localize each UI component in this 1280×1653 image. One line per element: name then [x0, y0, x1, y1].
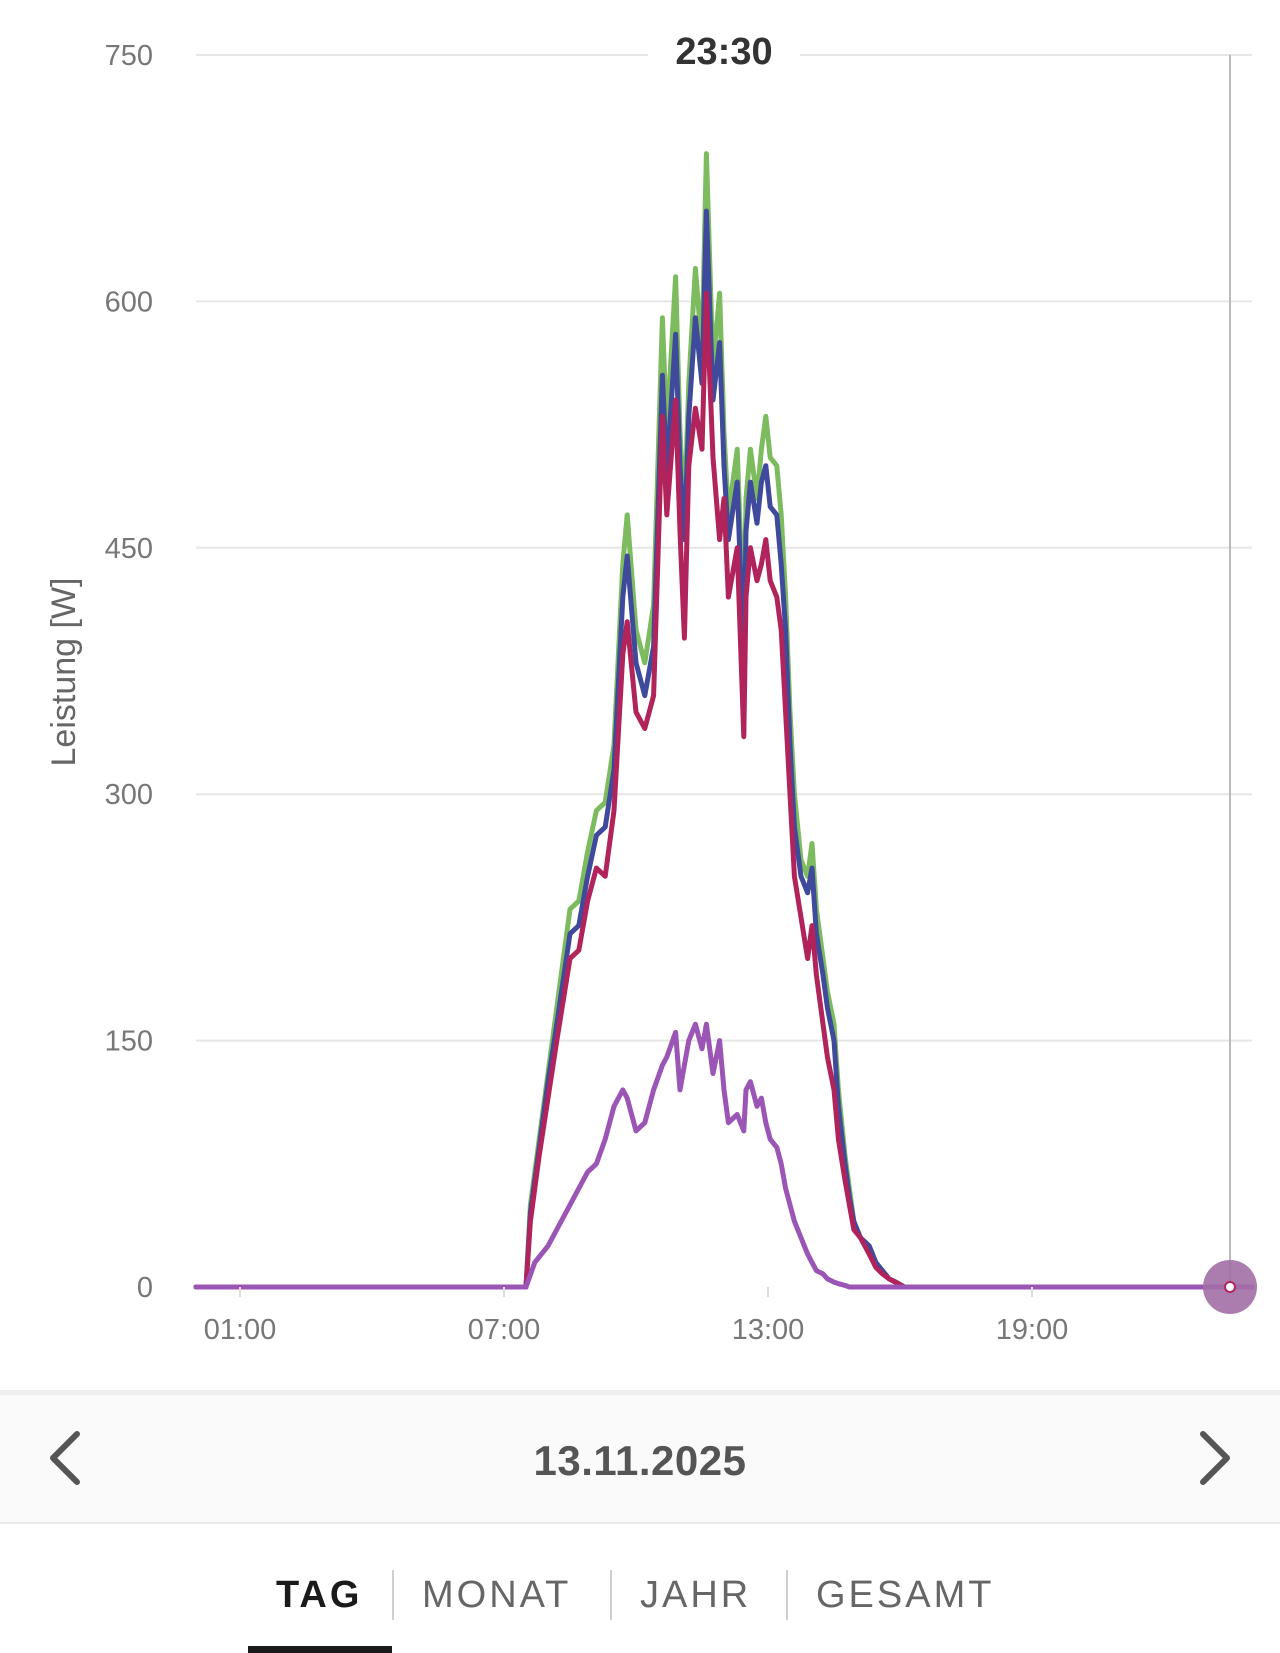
- active-tab-indicator: [248, 1646, 392, 1653]
- cursor-marker-dot: [1224, 1281, 1236, 1293]
- x-tick-label: 07:00: [468, 1314, 541, 1346]
- x-tick-label: 01:00: [204, 1314, 277, 1346]
- series-line-0: [193, 151, 1255, 1290]
- tab-jahr[interactable]: JAHR: [640, 1574, 752, 1616]
- cursor-time-label: 23:30: [675, 31, 772, 73]
- y-tick-label: 300: [105, 779, 153, 811]
- y-axis-label: Leistung [W]: [45, 578, 83, 767]
- y-tick-label: 750: [105, 40, 153, 72]
- y-tick-label: 150: [105, 1026, 153, 1058]
- power-chart[interactable]: 0 150 300 450 600 750 01:00 07:00 13:00 19:00 Leis…: [0, 0, 1280, 1390]
- date-navigation: 13.11.2025: [0, 1395, 1280, 1524]
- y-tick-label: 450: [105, 533, 153, 565]
- tab-monat[interactable]: MONAT: [422, 1574, 572, 1616]
- period-tabs: TAG MONAT JAHR GESAMT: [0, 1524, 1280, 1653]
- x-tick-label: 19:00: [996, 1314, 1069, 1346]
- cursor-label-bg: [648, 25, 800, 77]
- tab-separator: [786, 1570, 788, 1620]
- tab-gesamt[interactable]: GESAMT: [816, 1574, 995, 1616]
- series-line-2: [193, 290, 1255, 1290]
- x-tick-label: 13:00: [732, 1314, 805, 1346]
- y-tick-label: 0: [137, 1272, 153, 1304]
- chevron-left-icon: [50, 1431, 80, 1485]
- y-tick-label: 600: [105, 286, 153, 318]
- tab-separator: [392, 1570, 394, 1620]
- tab-separator: [610, 1570, 612, 1620]
- current-date[interactable]: 13.11.2025: [533, 1437, 747, 1484]
- next-day-button[interactable]: [1180, 1423, 1250, 1493]
- series-line-3: [193, 1021, 1255, 1290]
- previous-day-button[interactable]: [30, 1423, 100, 1493]
- chevron-right-icon: [1200, 1431, 1230, 1485]
- tab-tag[interactable]: TAG: [276, 1574, 363, 1616]
- chart-svg: 0 150 300 450 600 750 01:00 07:00 13:00 19:00 Leis…: [45, 25, 1257, 1346]
- divider: [0, 1390, 1280, 1395]
